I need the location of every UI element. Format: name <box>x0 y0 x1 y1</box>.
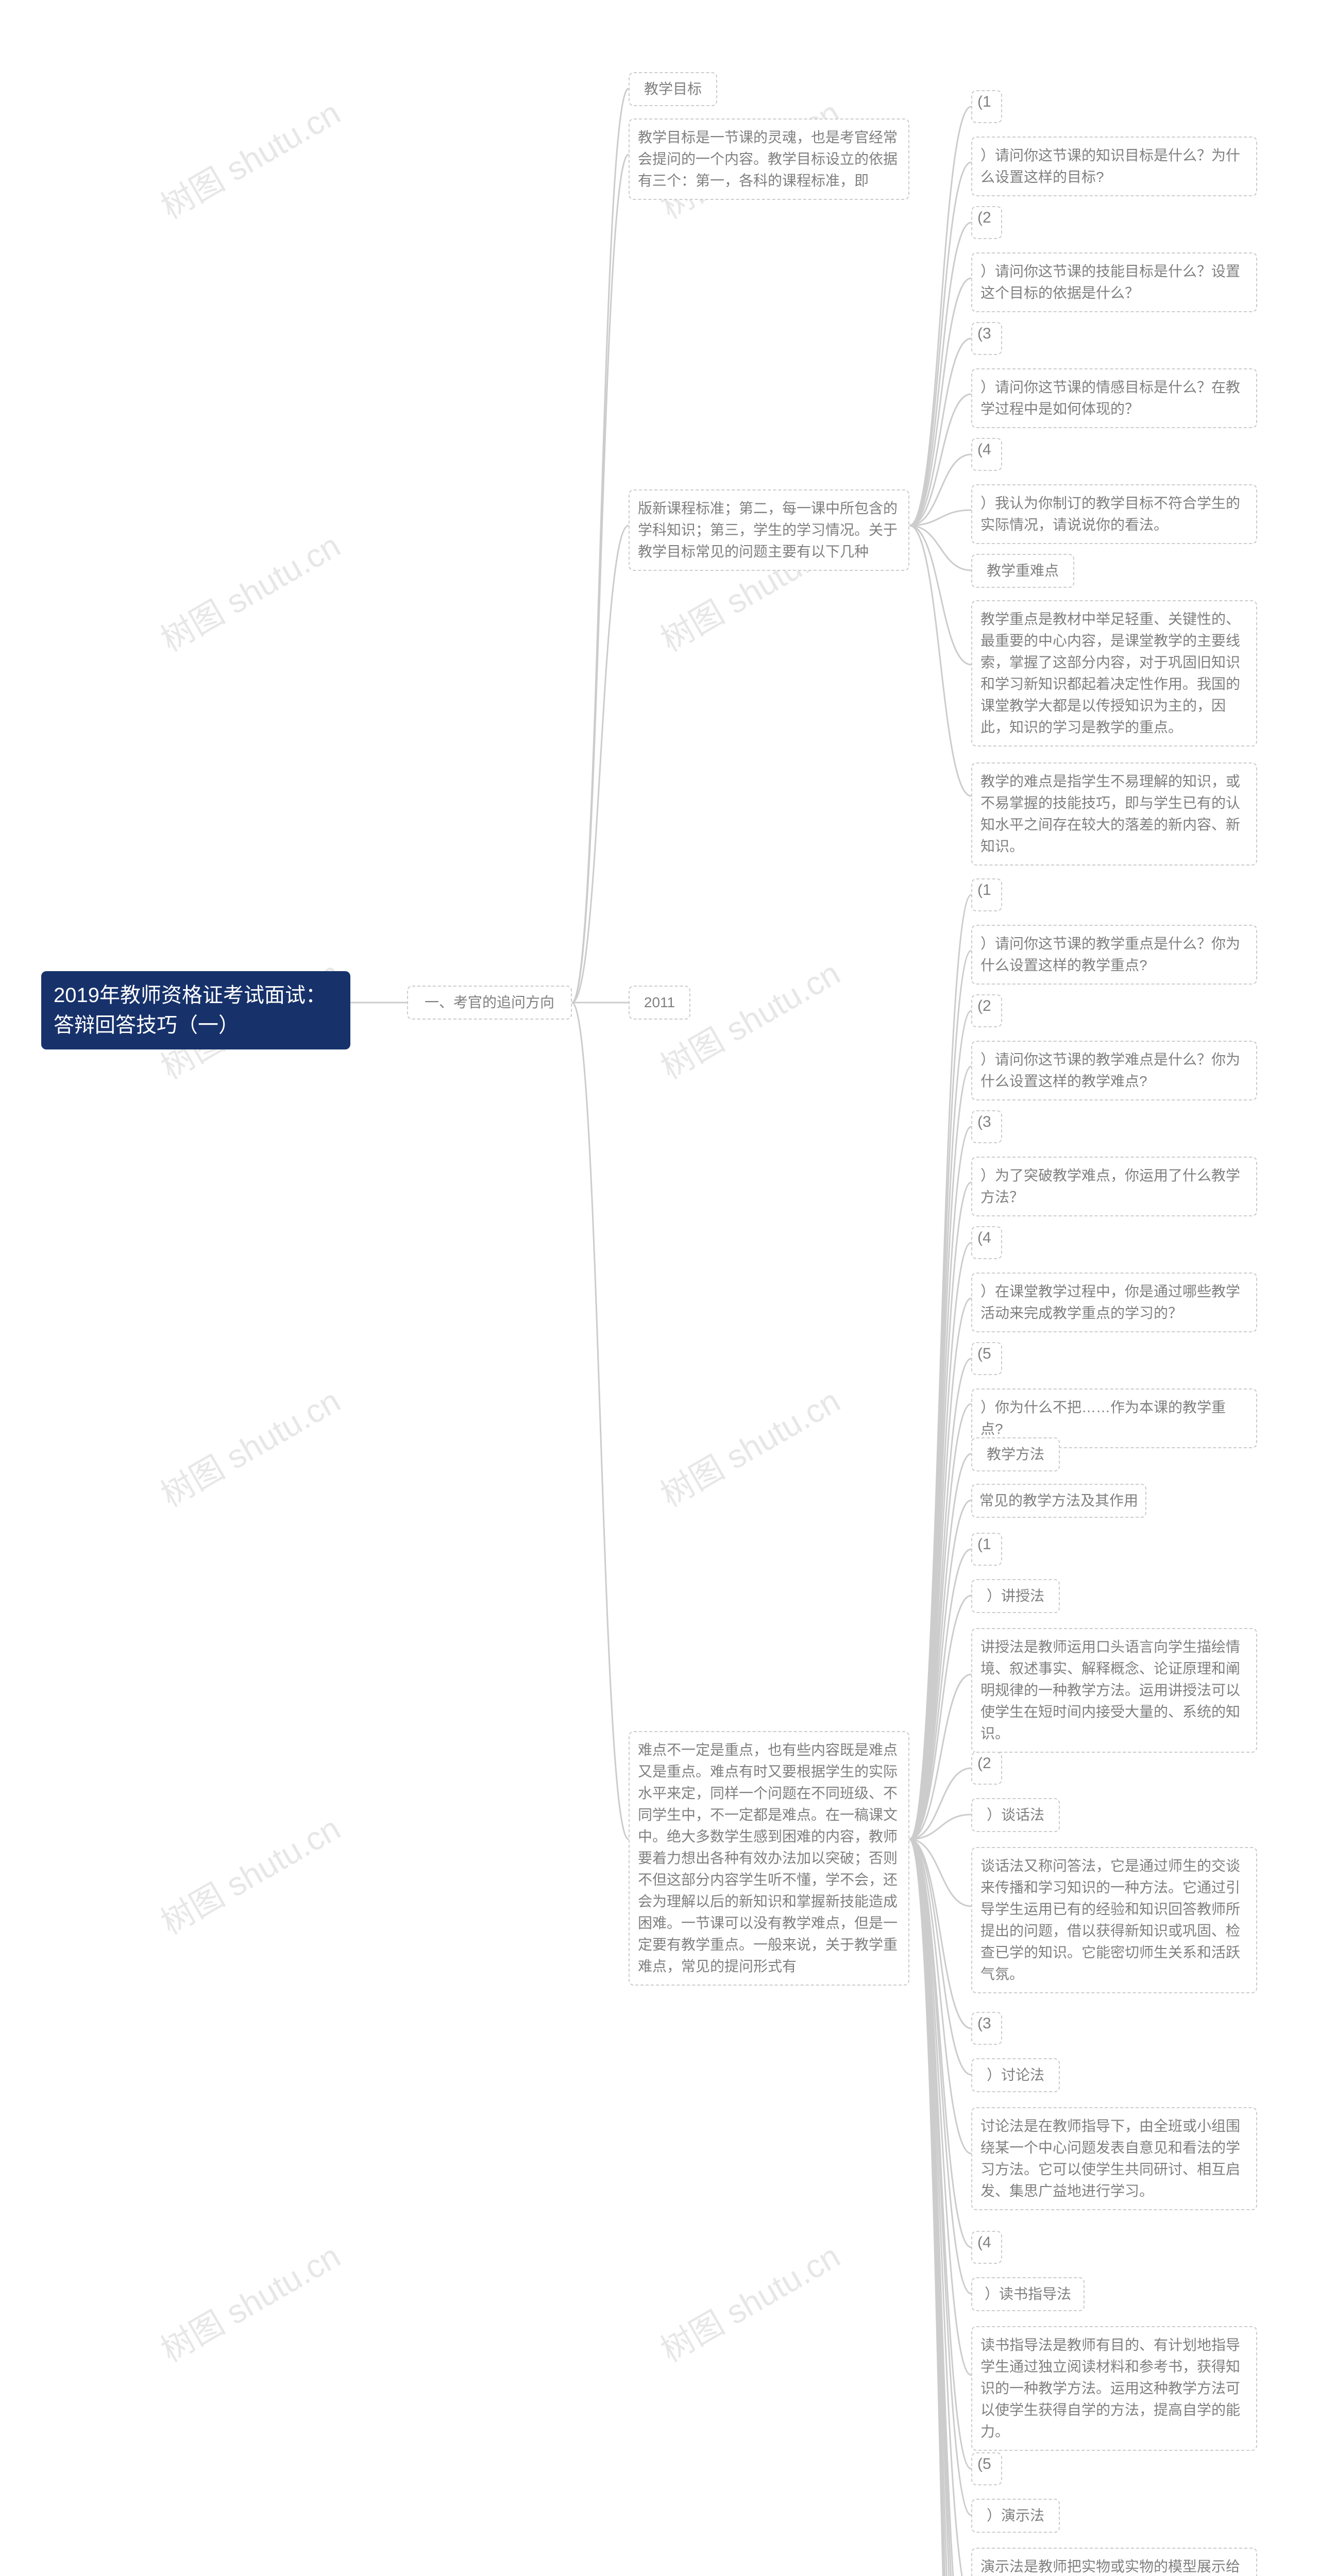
node-a2f[interactable]: 教学重点是教材中举足轻重、关键性的、最重要的中心内容，是课堂教学的主要线索，掌握… <box>971 600 1257 747</box>
node-a2[interactable]: 版新课程标准；第二，每一课中所包含的学科知识；第三，学生的学习情况。关于教学目标… <box>629 489 909 571</box>
watermark: 树图 shutu.cn <box>651 2230 848 2371</box>
node-cl-num[interactable]: (3 <box>971 2012 1002 2045</box>
node-cc[interactable]: ）为了突破教学难点，你运用了什么教学方法？ <box>971 1157 1257 1216</box>
node-a2a-num[interactable]: (1 <box>971 90 1002 123</box>
watermark: 树图 shutu.cn <box>151 1375 348 1516</box>
node-cj[interactable]: ）谈话法 <box>971 1798 1060 1832</box>
node-ca-num[interactable]: (1 <box>971 878 1002 911</box>
node-a2c-num[interactable]: (3 <box>971 322 1002 355</box>
node-cl[interactable]: ）讨论法 <box>971 2058 1060 2092</box>
node-cc-num[interactable]: (3 <box>971 1110 1002 1143</box>
node-ca[interactable]: ）请问你这节课的教学重点是什么？你为什么设置这样的教学重点? <box>971 925 1257 985</box>
node-cb[interactable]: ）请问你这节课的教学难点是什么？你为什么设置这样的教学难点? <box>971 1041 1257 1100</box>
node-teaching-goals[interactable]: 教学目标 <box>629 72 717 106</box>
node-ch-num[interactable]: (1 <box>971 1533 1002 1566</box>
node-c[interactable]: 难点不一定是重点，也有些内容既是难点又是重点。难点有时又要根据学生的实际水平来定… <box>629 1731 909 1986</box>
node-ci[interactable]: 讲授法是教师运用口头语言向学生描绘情境、叙述事实、解释概念、论证原理和阐明规律的… <box>971 1628 1257 1753</box>
node-ck[interactable]: 谈话法又称问答法，它是通过师生的交谈来传播和学习知识的一种方法。它通过引导学生运… <box>971 1847 1257 1993</box>
node-cn[interactable]: ）读书指导法 <box>971 2277 1085 2311</box>
node-ce-num[interactable]: (5 <box>971 1342 1002 1375</box>
node-a2e[interactable]: 教学重难点 <box>971 554 1074 588</box>
node-cm[interactable]: 讨论法是在教师指导下，由全班或小组围绕某一个中心问题发表自意见和看法的学习方法。… <box>971 2107 1257 2210</box>
node-level1[interactable]: 一、考官的追问方向 <box>407 986 572 1020</box>
node-cp-num[interactable]: (5 <box>971 2452 1002 2485</box>
node-cn-num[interactable]: (4 <box>971 2231 1002 2264</box>
node-cg[interactable]: 常见的教学方法及其作用 <box>971 1484 1146 1518</box>
node-a2a[interactable]: ）请问你这节课的知识目标是什么？为什么设置这样的目标? <box>971 137 1257 196</box>
node-cj-num[interactable]: (2 <box>971 1752 1002 1785</box>
node-a2g[interactable]: 教学的难点是指学生不易理解的知识，或不易掌握的技能技巧，即与学生已有的认知水平之… <box>971 762 1257 866</box>
node-cd[interactable]: ）在课堂教学过程中，你是通过哪些教学活动来完成教学重点的学习的？ <box>971 1273 1257 1332</box>
watermark: 树图 shutu.cn <box>151 87 348 228</box>
node-cq[interactable]: 演示法是教师把实物或实物的模型展示给学生观察，或通过示范性的实验，通过现代化教学… <box>971 2548 1257 2576</box>
mindmap-canvas: 树图 shutu.cn 树图 shutu.cn 树图 shutu.cn 树图 s… <box>0 0 1319 2576</box>
node-cb-num[interactable]: (2 <box>971 994 1002 1027</box>
node-co[interactable]: 读书指导法是教师有目的、有计划地指导学生通过独立阅读材料和参考书，获得知识的一种… <box>971 2326 1257 2451</box>
node-teaching-goals-desc[interactable]: 教学目标是一节课的灵魂，也是考官经常会提问的一个内容。教学目标设立的依据有三个：… <box>629 118 909 200</box>
node-ch[interactable]: ）讲授法 <box>971 1579 1060 1613</box>
node-cd-num[interactable]: (4 <box>971 1226 1002 1259</box>
node-a2b[interactable]: ）请问你这节课的技能目标是什么？设置这个目标的依据是什么？ <box>971 252 1257 312</box>
watermark: 树图 shutu.cn <box>651 1375 848 1516</box>
node-cp[interactable]: ）演示法 <box>971 2499 1060 2533</box>
node-a2d-num[interactable]: (4 <box>971 438 1002 471</box>
node-a2c[interactable]: ）请问你这节课的情感目标是什么？在教学过程中是如何体现的？ <box>971 368 1257 428</box>
root-node[interactable]: 2019年教师资格证考试面试：答辩回答技巧（一） <box>41 971 350 1049</box>
node-a2b-num[interactable]: (2 <box>971 206 1002 239</box>
node-cf[interactable]: 教学方法 <box>971 1437 1060 1471</box>
watermark: 树图 shutu.cn <box>151 1803 348 1944</box>
watermark: 树图 shutu.cn <box>151 2230 348 2371</box>
node-a2d[interactable]: ）我认为你制订的教学目标不符合学生的实际情况，请说说你的看法。 <box>971 484 1257 544</box>
node-2011[interactable]: 2011 <box>629 986 690 1020</box>
watermark: 树图 shutu.cn <box>151 520 348 661</box>
